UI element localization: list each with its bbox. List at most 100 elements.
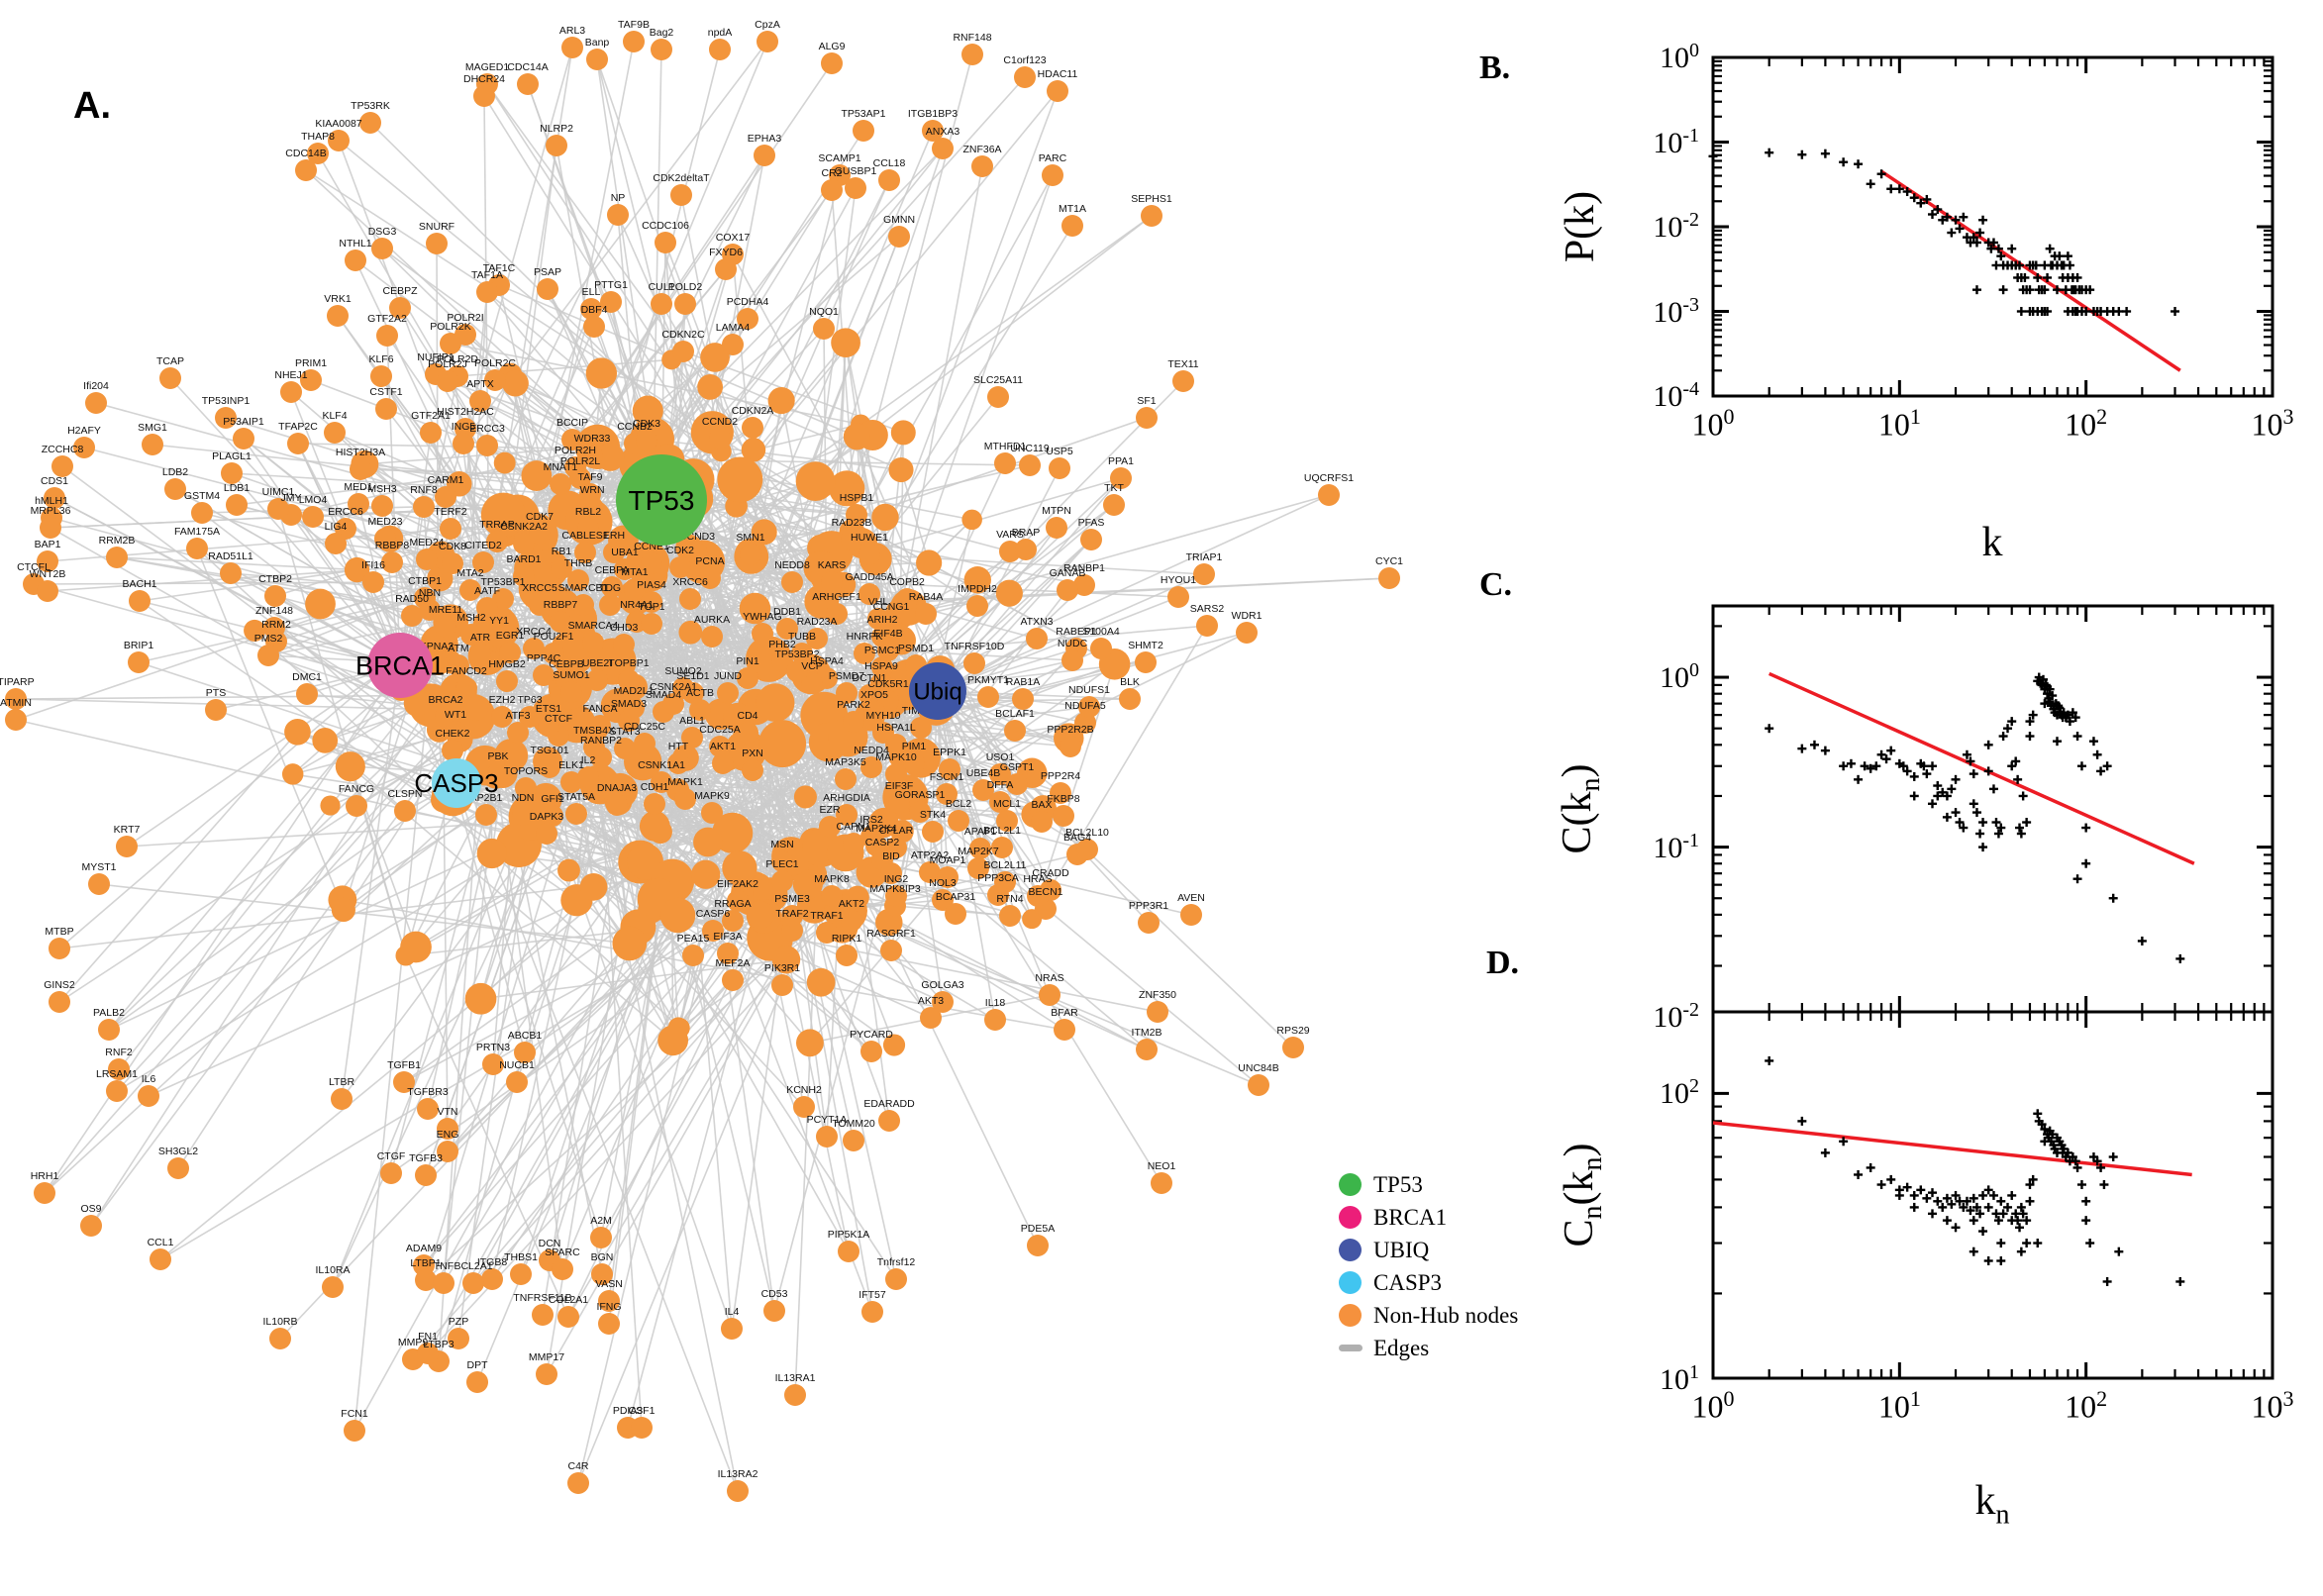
y-tick-label: 10-3 [1653, 293, 1699, 329]
non-hub-node [403, 690, 431, 717]
non-hub-node [885, 1268, 907, 1290]
node-label: CSNK1A1 [638, 759, 685, 771]
non-hub-node [618, 669, 640, 691]
node-label: XPO5 [860, 689, 888, 701]
non-hub-node [415, 1269, 437, 1291]
legend-item-label: Edges [1373, 1335, 1430, 1360]
node-label: KCNH2 [786, 1084, 822, 1096]
non-hub-node [721, 1318, 743, 1340]
node-label: IRS2 [859, 814, 883, 826]
non-hub-node [506, 1071, 528, 1093]
node-label: TERF2 [434, 506, 466, 518]
non-hub-node [860, 756, 882, 778]
node-label: SNURF [419, 221, 454, 233]
non-hub-node [1047, 80, 1068, 102]
node-label: IL10RB [262, 1316, 297, 1328]
non-hub-node [138, 1085, 159, 1107]
node-label: TRRAP [479, 519, 515, 531]
node-label: STAT5A [557, 791, 595, 803]
non-hub-node [585, 357, 618, 389]
non-hub-node [419, 599, 441, 621]
non-hub-node [583, 737, 605, 758]
node-label: CAPN1 [836, 821, 870, 833]
node-label: SMARCA4 [568, 620, 619, 632]
non-hub-node [327, 305, 349, 327]
node-label: POLR2K [430, 321, 470, 333]
non-hub-node [1282, 1037, 1304, 1058]
node-label: NQO1 [809, 306, 839, 318]
non-hub-node [631, 1417, 653, 1439]
node-label: HNRPK [847, 631, 883, 643]
node-label: FANCD2 [446, 665, 487, 677]
node-label: BRAP [1012, 527, 1041, 539]
non-hub-node [85, 392, 107, 414]
non-hub-node [722, 334, 744, 355]
node-label: CDKN2C [661, 329, 705, 341]
node-label: XRCC6 [672, 576, 708, 588]
node-label: MMP17 [529, 1351, 564, 1363]
node-label: UNC119 [1010, 443, 1050, 454]
non-hub-node [469, 644, 491, 665]
node-label: SMAD4 [646, 689, 681, 701]
node-label: AATF [474, 585, 500, 597]
non-hub-node [1039, 984, 1060, 1006]
node-label: RASGRF1 [866, 928, 916, 940]
non-hub-node [561, 37, 583, 58]
node-label: BRCA2 [428, 694, 462, 706]
x-tick-label: 101 [1877, 1386, 1921, 1425]
node-label: NDN [512, 792, 535, 804]
node-label: SMARCB1 [558, 582, 609, 594]
node-label: TAF1C [483, 262, 516, 274]
node-label: TRIAP1 [1186, 551, 1223, 563]
non-hub-node [106, 1080, 128, 1102]
node-label: TAF9 [578, 471, 603, 483]
node-label: Bag2 [650, 27, 674, 39]
non-hub-node [269, 1328, 291, 1349]
node-label: RPS29 [1276, 1025, 1309, 1037]
node-label: NUDC [1058, 638, 1088, 649]
node-label: BGN [591, 1251, 614, 1263]
node-label: TGFBR3 [407, 1086, 449, 1098]
non-hub-node [281, 763, 304, 785]
non-hub-node [499, 642, 521, 663]
non-hub-node [40, 517, 61, 539]
non-hub-node [296, 683, 318, 705]
x-tick-label: 103 [2251, 404, 2294, 443]
non-hub-node [742, 417, 763, 439]
non-hub-node [792, 869, 823, 900]
non-hub-node [994, 452, 1016, 474]
non-hub-node [574, 542, 596, 563]
non-hub-node [651, 293, 672, 315]
node-label: YWHAG [743, 611, 782, 623]
node-label: HDAC11 [1038, 68, 1078, 80]
node-label: GADD45A [845, 571, 893, 583]
non-hub-node [437, 1118, 458, 1140]
non-hub-node [757, 31, 778, 52]
node-label: DNAJA3 [597, 782, 637, 794]
node-label: TP53BP2 [775, 648, 820, 660]
x-tick-label: 103 [2251, 1386, 2294, 1425]
y-axis-title: P(k) [1558, 190, 1603, 263]
node-label: RRM2B [99, 535, 136, 547]
legend-color-swatch [1339, 1304, 1362, 1327]
node-label: AKT2 [839, 898, 864, 910]
non-hub-node [1076, 839, 1098, 860]
node-label: CDS1 [41, 475, 68, 487]
non-hub-node [885, 734, 907, 755]
non-hub-node [1172, 370, 1194, 392]
node-label: LTBP1 [410, 1257, 441, 1269]
non-hub-node [641, 613, 662, 635]
node-label: SEPHS1 [1131, 193, 1172, 205]
non-hub-node [746, 900, 774, 930]
non-hub-node [287, 433, 309, 454]
non-hub-node [1027, 885, 1049, 907]
non-hub-node [375, 398, 397, 420]
non-hub-node [932, 138, 954, 159]
node-label: SLC25A11 [973, 374, 1023, 386]
non-hub-node [672, 341, 694, 362]
non-hub-node [752, 623, 773, 645]
node-label: RTN4 [996, 893, 1023, 905]
y-axis-title: Cn(kn) [1556, 1143, 1609, 1247]
non-hub-node [514, 1042, 536, 1063]
non-hub-node [295, 159, 317, 181]
